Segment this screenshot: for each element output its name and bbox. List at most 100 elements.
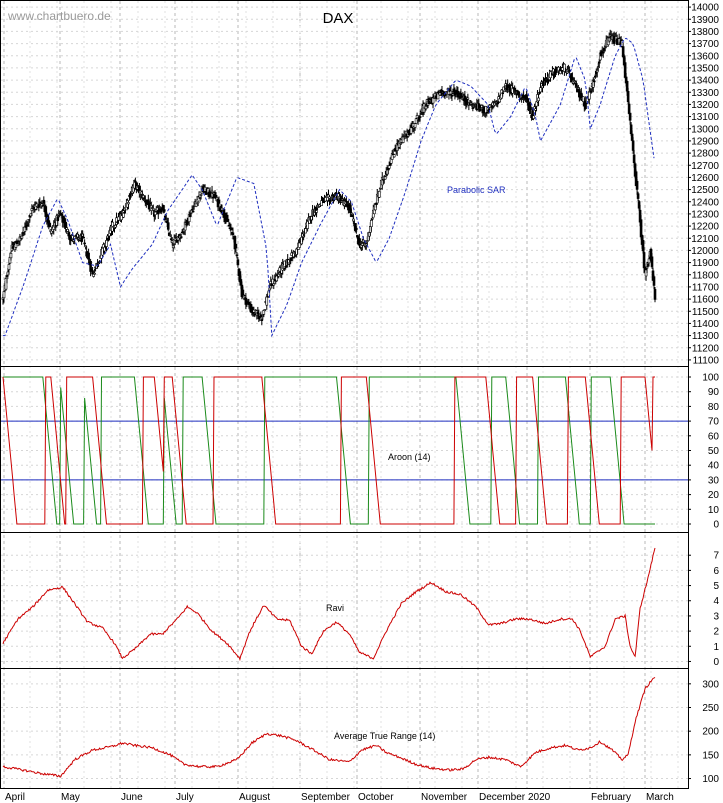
candle-body [7,264,11,270]
y-tick-label: 11300 [692,331,720,342]
y-tick-label: 150 [702,750,719,761]
candle-body [226,218,230,222]
y-tick-label: 11200 [692,343,720,354]
y-tick-label: 70 [708,417,720,428]
candle-body [304,228,307,234]
candle-body [152,208,155,211]
candle-body [459,92,463,96]
atr-line [2,676,656,778]
panel-frames [0,0,689,789]
candle-body [392,154,396,158]
candle-body [291,256,294,259]
atr-series [2,676,656,778]
x-month-label: August [239,792,270,803]
candle-body [153,211,157,215]
candle-body [48,222,52,228]
y-tick-label: 40 [708,461,720,472]
candle-body [84,245,87,248]
y-tick-label: 250 [702,703,719,714]
y-tick-label: 13500 [691,63,719,74]
chart-title: DAX [323,10,354,27]
candle-body [231,232,235,236]
candle-body [93,272,96,275]
y-axis-tick-labels: 1110011200113001140011500116001170011800… [688,3,719,785]
candle-body [635,180,639,190]
candle-body [162,209,166,212]
candle-body [636,193,640,199]
candle-body [473,102,477,105]
candle-body [537,97,540,102]
candle-body [210,190,214,193]
y-tick-label: 30 [708,475,720,486]
y-tick-label: 50 [708,446,720,457]
y-tick-label: 0 [713,657,719,668]
y-tick-label: 12900 [691,136,719,147]
candle-body [179,236,183,238]
candle-body [236,259,240,266]
candle-body [69,239,72,242]
candle-body [208,191,212,197]
y-tick-label: 13900 [691,15,719,26]
candle-body [277,274,281,277]
y-tick-label: 12300 [691,209,719,220]
candle-body [320,200,323,206]
candle-body [272,283,276,286]
candle-body [652,276,656,286]
candle-body [27,221,31,223]
candle-body [568,69,571,72]
x-month-label: April [5,792,25,803]
y-tick-label: 90 [708,387,720,398]
candle-body [471,107,475,109]
candle-body [529,106,532,110]
candle-body [263,309,267,311]
candle-body [597,61,601,64]
y-tick-label: 1 [713,642,719,653]
candle-body [460,95,464,98]
candle-body [370,219,373,228]
y-tick-label: 6 [713,566,719,577]
y-tick-label: 300 [702,679,719,690]
candle-body [340,200,343,203]
candle-body [501,92,505,95]
candle-body [627,103,631,114]
candle-body [166,222,170,230]
y-tick-label: 12500 [691,185,719,196]
candle-body [532,115,535,119]
x-month-label: November [421,792,468,803]
x-month-label: July [176,792,194,803]
y-tick-label: 13700 [691,39,719,50]
y-tick-label: 11700 [692,282,720,293]
y-tick-label: 12600 [691,173,719,184]
candle-body [82,236,85,239]
watermark: www.chartbuero.de [7,9,111,23]
candle-body [631,140,635,151]
y-tick-label: 13100 [691,112,719,123]
y-tick-label: 12000 [691,246,719,257]
candle-body [592,80,596,83]
candle-body [637,201,641,209]
ravi-line [2,547,656,662]
x-month-label: September [301,792,351,803]
candle-body [595,70,599,73]
candle-body [424,106,428,110]
y-tick-label: 11100 [693,355,720,366]
x-month-label: May [61,792,80,803]
y-tick-label: 12100 [691,234,719,245]
candle-body [645,266,649,269]
candle-body [129,193,132,198]
y-tick-label: 10 [708,505,720,516]
y-tick-label: 100 [702,373,719,384]
x-month-label: June [121,792,143,803]
candle-body [120,215,123,221]
y-tick-label: 80 [708,402,720,413]
candle-body [260,319,264,322]
y-tick-label: 60 [708,431,720,442]
aroon-label: Aroon (14) [388,452,431,462]
y-tick-label: 13600 [691,51,719,62]
candle-body [265,296,269,306]
candle-body [233,236,237,250]
y-tick-label: 12400 [691,197,719,208]
candle-body [436,92,440,100]
y-tick-label: 12200 [691,222,719,233]
candle-body [9,253,13,259]
